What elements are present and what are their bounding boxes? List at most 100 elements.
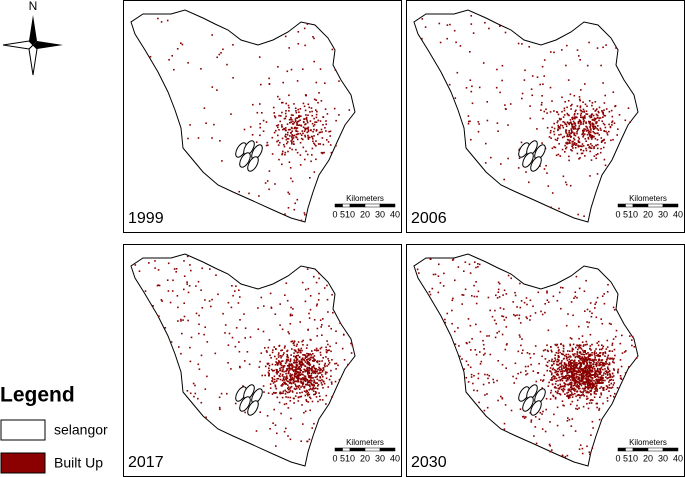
built-up-cell (557, 153, 560, 156)
built-up-cell (166, 279, 169, 281)
built-up-cell (295, 345, 298, 347)
built-up-cell (275, 348, 277, 350)
built-up-cell (319, 347, 322, 350)
built-up-cell (276, 396, 279, 399)
built-up-cell (287, 331, 290, 333)
built-up-cell (309, 358, 312, 361)
built-up-cell (552, 295, 555, 298)
legend-swatch (0, 419, 46, 441)
built-up-cell (542, 380, 544, 382)
selangor-outline (130, 253, 356, 467)
built-up-cell (496, 379, 498, 382)
built-up-cell (588, 357, 590, 360)
built-up-cell (583, 367, 586, 370)
built-up-cell (590, 116, 593, 119)
built-up-cell (556, 121, 559, 124)
built-up-cell (291, 364, 294, 367)
built-up-cell (287, 207, 290, 209)
built-up-cell (553, 360, 556, 363)
built-up-cell (601, 347, 604, 350)
built-up-cell (200, 68, 202, 70)
built-up-cell (542, 379, 545, 381)
built-up-cell (551, 358, 553, 361)
built-up-cell (461, 358, 463, 360)
built-up-cell (591, 312, 593, 315)
built-up-cell (297, 400, 300, 402)
built-up-cell (600, 64, 602, 67)
built-up-cell (294, 120, 297, 122)
built-up-cell (598, 111, 600, 114)
built-up-cell (274, 424, 277, 426)
built-up-cell (504, 348, 507, 351)
built-up-cell (567, 371, 570, 374)
built-up-cell (577, 378, 579, 380)
built-up-cell (286, 359, 289, 361)
built-up-cell (308, 359, 311, 362)
built-up-cell (268, 83, 271, 85)
built-up-cell (548, 381, 550, 384)
built-up-cell (605, 44, 607, 46)
built-up-cell (277, 362, 279, 364)
built-up-cell (475, 323, 477, 326)
built-up-cell (587, 385, 589, 388)
built-up-cell (467, 122, 470, 125)
built-up-cell (198, 368, 201, 370)
built-up-cell (296, 123, 298, 125)
built-up-cell (560, 370, 563, 373)
built-up-cell (603, 372, 605, 374)
built-up-cell (579, 346, 582, 349)
built-up-cell (305, 288, 307, 291)
built-up-cell (301, 391, 303, 394)
built-up-cell (291, 378, 293, 380)
built-up-cell (555, 373, 558, 376)
built-up-cell (307, 126, 310, 129)
built-up-cell (579, 106, 582, 109)
built-up-cell (443, 272, 445, 275)
built-up-cell (589, 128, 592, 130)
built-up-cell (571, 418, 574, 420)
built-up-cell (271, 393, 274, 395)
built-up-cell (578, 376, 580, 378)
built-up-cell (573, 378, 575, 380)
year-label: 2006 (411, 210, 447, 227)
built-up-cell (307, 329, 309, 331)
built-up-cell (288, 118, 291, 121)
built-up-cell (602, 387, 604, 389)
built-up-cell (283, 347, 286, 349)
built-up-cell (290, 382, 293, 385)
built-up-cell (504, 104, 506, 106)
built-up-cell (569, 381, 571, 384)
built-up-cell (281, 125, 283, 128)
built-up-cell (470, 90, 473, 93)
built-up-cell (470, 373, 473, 376)
built-up-cell (325, 346, 327, 349)
built-up-cell (308, 317, 311, 319)
built-up-cell (575, 372, 577, 375)
built-up-cell (284, 213, 286, 215)
built-up-cell (325, 130, 327, 132)
legend-label: Built Up (54, 455, 103, 471)
built-up-cell (562, 347, 565, 350)
built-up-cell (292, 137, 295, 139)
built-up-cell (553, 375, 555, 377)
built-up-cell (608, 376, 611, 379)
built-up-cell (190, 269, 192, 272)
built-up-cell (288, 106, 290, 109)
built-up-cell (594, 372, 596, 374)
built-up-cell (294, 372, 296, 374)
selangor-outline (413, 9, 639, 223)
built-up-cell (317, 385, 319, 387)
built-up-cell (259, 123, 261, 125)
built-up-cell (312, 36, 314, 38)
built-up-cell (592, 386, 594, 389)
built-up-cell (594, 303, 596, 305)
built-up-cell (304, 410, 307, 413)
built-up-cell (561, 360, 563, 362)
built-up-cell (519, 306, 522, 309)
built-up-cell (322, 375, 324, 378)
built-up-cell (266, 180, 269, 182)
built-up-cell (310, 382, 313, 385)
built-up-cell (497, 360, 499, 362)
built-up-cell (172, 279, 174, 282)
built-up-cell (246, 351, 249, 353)
